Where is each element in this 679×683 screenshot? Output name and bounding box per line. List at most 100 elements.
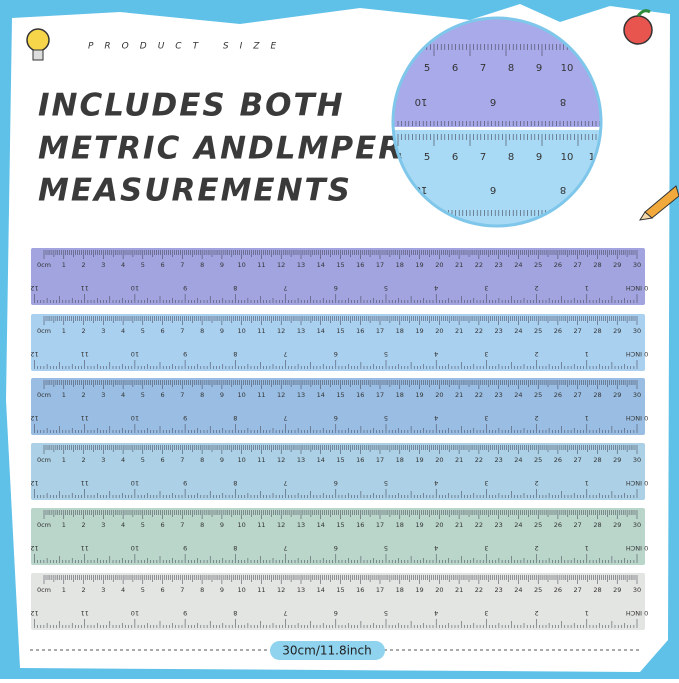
cm-label: 8 xyxy=(200,456,204,464)
cm-label: 21 xyxy=(455,261,463,269)
cm-label: 30 xyxy=(633,456,641,464)
cm-label: 3 xyxy=(101,521,105,529)
cm-label: 5 xyxy=(141,521,145,529)
inch-label: 10 xyxy=(131,284,139,292)
cm-label: 3 xyxy=(101,456,105,464)
cm-label: 28 xyxy=(593,327,601,335)
cm-label: 10 xyxy=(238,261,246,269)
cm-label: 8 xyxy=(200,327,204,335)
cm-label: 24 xyxy=(514,456,522,464)
inch-label: 12 xyxy=(30,609,38,617)
inch-label: 9 xyxy=(183,284,187,292)
inch-label: 2 xyxy=(535,479,539,487)
cm-label: 20 xyxy=(435,391,443,399)
cm-label: 12 xyxy=(277,327,285,335)
cm-label: 29 xyxy=(613,327,621,335)
mag-cm-label: 9 xyxy=(536,152,542,163)
inch-label: 11 xyxy=(81,544,89,552)
inch-label: 10 xyxy=(131,544,139,552)
inch-label: 5 xyxy=(384,284,388,292)
mag-cm-label: 8 xyxy=(508,152,514,163)
cm-label: 28 xyxy=(593,456,601,464)
cm-label: 14 xyxy=(317,456,325,464)
inch-label: 3 xyxy=(484,350,488,358)
cm-label: 24 xyxy=(514,327,522,335)
title-line: INCLUDES BOTH xyxy=(38,88,345,124)
inch-label: 9 xyxy=(183,609,187,617)
cm-label: 12 xyxy=(277,456,285,464)
cm-label: 9 xyxy=(220,391,224,399)
cm-label: 0cm xyxy=(37,327,51,335)
ruler xyxy=(31,314,645,371)
cm-label: 25 xyxy=(534,456,542,464)
inch-label: 1 xyxy=(585,350,589,358)
cm-label: 5 xyxy=(141,327,145,335)
cm-label: 9 xyxy=(220,261,224,269)
cm-label: 1 xyxy=(62,391,66,399)
cm-label: 13 xyxy=(297,261,305,269)
cm-label: 21 xyxy=(455,521,463,529)
inch-label: 8 xyxy=(233,350,237,358)
inch-label: 2 xyxy=(535,609,539,617)
cm-label: 29 xyxy=(613,391,621,399)
cm-label: 27 xyxy=(574,521,582,529)
cm-label: 23 xyxy=(494,586,502,594)
mag-cm-label: 10 xyxy=(561,152,574,163)
inch-label: 0 INCH xyxy=(626,414,649,422)
cm-label: 10 xyxy=(238,327,246,335)
ruler-ticks xyxy=(34,250,638,303)
cm-label: 29 xyxy=(613,586,621,594)
inch-label: 8 xyxy=(233,544,237,552)
cm-label: 22 xyxy=(475,327,483,335)
inch-label: 4 xyxy=(434,350,438,358)
cm-label: 10 xyxy=(238,391,246,399)
cm-label: 30 xyxy=(633,261,641,269)
cm-label: 22 xyxy=(475,391,483,399)
cm-label: 7 xyxy=(180,261,184,269)
cm-label: 30 xyxy=(633,327,641,335)
cm-label: 12 xyxy=(277,521,285,529)
inch-label: 3 xyxy=(484,479,488,487)
inch-label: 3 xyxy=(484,609,488,617)
inch-label: 7 xyxy=(283,414,287,422)
cm-label: 20 xyxy=(435,261,443,269)
inch-label: 4 xyxy=(434,284,438,292)
inch-label: 11 xyxy=(81,609,89,617)
cm-label: 9 xyxy=(220,456,224,464)
mag-cm-label: 10 xyxy=(561,63,574,74)
cm-label: 28 xyxy=(593,521,601,529)
cm-label: 12 xyxy=(277,391,285,399)
cm-label: 25 xyxy=(534,261,542,269)
inch-label: 1 xyxy=(585,479,589,487)
cm-label: 14 xyxy=(317,521,325,529)
inch-label: 4 xyxy=(434,414,438,422)
cm-label: 24 xyxy=(514,586,522,594)
ruler-ticks xyxy=(34,380,638,433)
cm-label: 15 xyxy=(336,586,344,594)
cm-label: 13 xyxy=(297,391,305,399)
size-pill xyxy=(270,641,385,660)
inch-label: 3 xyxy=(484,544,488,552)
cm-label: 19 xyxy=(415,521,423,529)
cm-label: 8 xyxy=(200,521,204,529)
cm-label: 7 xyxy=(180,586,184,594)
mag-inch-label: 6 xyxy=(490,96,496,107)
cm-label: 13 xyxy=(297,327,305,335)
cm-label: 25 xyxy=(534,586,542,594)
cm-label: 2 xyxy=(81,521,85,529)
cm-label: 10 xyxy=(238,456,246,464)
mag-cm-label: 6 xyxy=(452,152,458,163)
cm-label: 29 xyxy=(613,521,621,529)
cm-label: 11 xyxy=(257,391,265,399)
cm-label: 4 xyxy=(121,261,125,269)
cm-label: 26 xyxy=(554,327,562,335)
cm-label: 28 xyxy=(593,586,601,594)
cm-label: 13 xyxy=(297,456,305,464)
cm-label: 18 xyxy=(396,261,404,269)
inch-label: 0 INCH xyxy=(626,479,649,487)
cm-label: 13 xyxy=(297,586,305,594)
mag-cm-label: 8 xyxy=(508,63,514,74)
inch-label: 9 xyxy=(183,479,187,487)
bulb-icon xyxy=(26,28,50,61)
